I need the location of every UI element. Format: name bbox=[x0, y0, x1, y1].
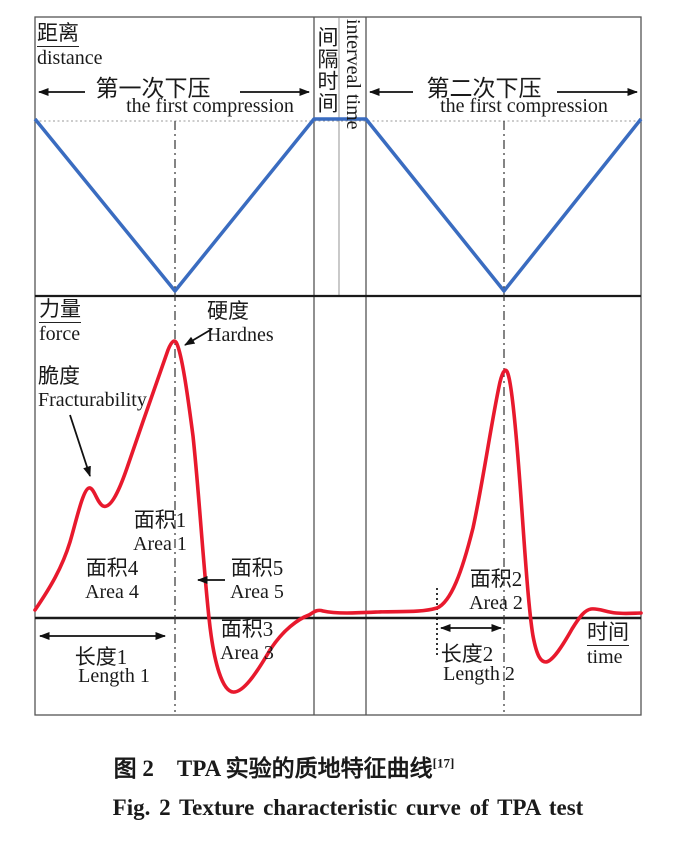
fracturability-label-en: Fracturability bbox=[38, 388, 147, 411]
area4-label: 面积4 Area 4 bbox=[85, 556, 139, 604]
area5-label-en: Area 5 bbox=[230, 580, 284, 603]
second-compression-label-en: the first compression bbox=[440, 95, 608, 117]
force-axis-label: 力量 force bbox=[39, 297, 81, 346]
length1-label-en: Length 1 bbox=[78, 665, 150, 687]
fracturability-label: 脆度 Fracturability bbox=[38, 364, 147, 412]
area5-label-zh: 面积5 bbox=[230, 556, 284, 580]
first-compression-label-en: the first compression bbox=[126, 95, 294, 117]
fracturability-label-zh: 脆度 bbox=[38, 364, 80, 388]
area3-label-en: Area 3 bbox=[220, 641, 274, 664]
second-compression-label-zh: 第二次下压 bbox=[426, 76, 542, 101]
distance-label-en: distance bbox=[37, 46, 103, 69]
tpa-figure-canvas bbox=[33, 16, 643, 716]
distance-label-zh: 距离 bbox=[37, 21, 79, 47]
caption-en: Fig. 2 Texture characteristic curve of T… bbox=[112, 795, 584, 820]
interval-label-zh: 间隔时间 bbox=[315, 26, 339, 114]
area4-label-en: Area 4 bbox=[85, 580, 139, 603]
area2-label: 面积2 Area 2 bbox=[469, 567, 523, 615]
distance-axis-label: 距离 distance bbox=[37, 21, 103, 70]
force-curve bbox=[33, 339, 643, 694]
caption-zh: 图 2 TPA 实验的质地特征曲线[17] bbox=[114, 749, 455, 783]
hardness-label-en: Hardnes bbox=[207, 323, 274, 346]
fracturability-arrow bbox=[69, 414, 91, 477]
area5-label: 面积5 Area 5 bbox=[230, 556, 284, 604]
caption-zh-text: 图 2 TPA 实验的质地特征曲线 bbox=[113, 756, 433, 781]
hardness-label: 硬度 Hardnes bbox=[207, 299, 274, 347]
hardness-label-zh: 硬度 bbox=[207, 299, 249, 323]
time-label-zh: 时间 bbox=[587, 620, 629, 646]
area1-label-en: Area 1 bbox=[133, 532, 187, 555]
force-label-zh: 力量 bbox=[39, 297, 81, 323]
area4-label-zh: 面积4 bbox=[85, 556, 139, 580]
force-label-en: force bbox=[39, 322, 81, 345]
area1-label: 面积1 Area 1 bbox=[133, 508, 187, 556]
length2-label-zh: 长度2 bbox=[440, 642, 494, 666]
length1-label-zh: 长度1 bbox=[74, 645, 128, 669]
area3-label-zh: 面积3 bbox=[220, 617, 274, 641]
area3-label: 面积3 Area 3 bbox=[220, 617, 274, 665]
length2-label-en: Length 2 bbox=[443, 663, 515, 685]
hardness-arrow bbox=[184, 328, 213, 346]
first-compression-label-zh: 第一次下压 bbox=[95, 76, 211, 101]
area2-label-en: Area 2 bbox=[469, 591, 523, 614]
time-label-en: time bbox=[587, 645, 623, 668]
distance-curve bbox=[33, 117, 643, 293]
area2-label-zh: 面积2 bbox=[469, 567, 523, 591]
interval-label-en: interveal time bbox=[342, 19, 364, 130]
area1-label-zh: 面积1 bbox=[133, 508, 187, 532]
caption-reference: [17] bbox=[432, 755, 455, 771]
figure-frame bbox=[34, 16, 642, 716]
time-axis-label: 时间 time bbox=[587, 620, 629, 669]
